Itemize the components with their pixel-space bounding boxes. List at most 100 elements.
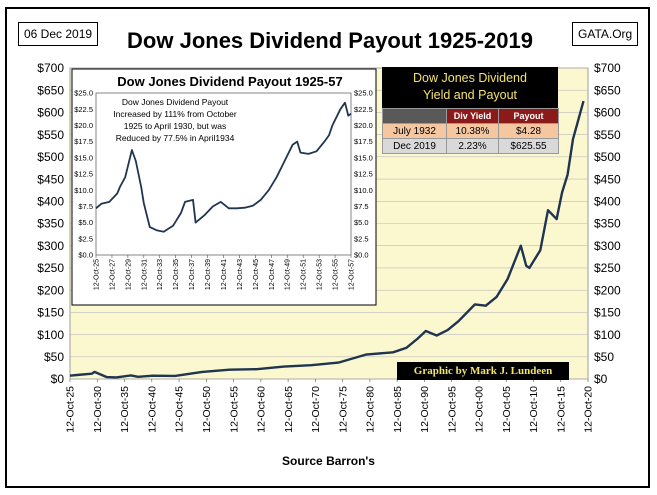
y-tick-label: $22.5 <box>74 105 93 114</box>
x-tick-label: 12-Oct-57 <box>348 259 355 290</box>
y-tick-label: $7.5 <box>78 202 93 211</box>
x-tick-label: 12-Oct-31 <box>141 259 148 290</box>
series-line <box>95 101 352 233</box>
x-tick-label: 12-Oct-85 <box>392 386 404 433</box>
y-tick-label: $17.5 <box>74 137 93 146</box>
x-tick-label: 12-Oct-41 <box>221 259 228 290</box>
x-tick-label: 12-Oct-27 <box>109 259 116 290</box>
y-tick-label: $600 <box>37 106 64 120</box>
summary-table-header-cell <box>382 108 447 124</box>
table-cell: $4.28 <box>498 123 559 139</box>
y-tick-label: $200 <box>594 283 621 297</box>
x-tick-label: 12-Oct-51 <box>301 259 308 290</box>
y-tick-label: $250 <box>594 261 621 275</box>
y-tick-label: $10.0 <box>354 186 373 195</box>
y-tick-label: $250 <box>37 261 64 275</box>
y-tick-label: $22.5 <box>354 105 373 114</box>
y-tick-label: $0 <box>594 372 608 386</box>
date-label: 06 Dec 2019 <box>18 22 99 46</box>
y-tick-label: $550 <box>37 128 64 142</box>
y-tick-label: $12.5 <box>74 170 93 179</box>
x-tick-label: 12-Oct-60 <box>256 386 268 433</box>
x-tick-label: 12-Oct-50 <box>201 386 213 433</box>
y-tick-label: $600 <box>594 106 621 120</box>
x-tick-label: 12-Oct-35 <box>173 259 180 290</box>
summary-table-header-cell: Div Yield <box>446 108 499 124</box>
summary-table-title-line2: Yield and Payout <box>422 88 518 102</box>
x-tick-label: 12-Oct-80 <box>365 386 377 433</box>
main-chart-title: Dow Jones Dividend Payout 1925-2019 <box>127 28 533 53</box>
y-tick-label: $10.0 <box>74 186 93 195</box>
y-tick-label: $700 <box>37 61 64 75</box>
y-tick-label: $7.5 <box>354 202 369 211</box>
y-tick-label: $550 <box>594 128 621 142</box>
y-tick-label: $100 <box>594 328 621 342</box>
summary-table-title: Dow Jones Dividend Yield and Payout <box>382 67 558 108</box>
summary-table-title-line1: Dow Jones Dividend <box>413 71 527 85</box>
y-tick-label: $350 <box>594 217 621 231</box>
summary-table-header-cell: Payout <box>498 108 559 124</box>
y-tick-label: $25.0 <box>74 89 93 98</box>
x-tick-label: 12-Oct-10 <box>528 386 540 433</box>
y-tick-label: $300 <box>594 239 621 253</box>
x-tick-label: 12-Oct-70 <box>310 386 322 433</box>
y-tick-label: $5.0 <box>354 218 369 227</box>
main-y-axis-right: $0 $50 $100 $150 $200 $250 $300 $350 $400 $450 $50… <box>594 61 621 386</box>
y-tick-label: $400 <box>37 194 64 208</box>
inset-x-axis: 12-Oct-25 12-Oct-27 12-Oct-29 12-Oct-31 12-O… <box>93 255 355 290</box>
y-tick-label: $700 <box>594 61 621 75</box>
inset-annotation: Dow Jones Dividend Payout Increased by 1… <box>113 97 237 143</box>
y-tick-label: $650 <box>594 83 621 97</box>
y-tick-label: $2.5 <box>354 234 369 243</box>
x-tick-label: 12-Oct-43 <box>237 259 244 290</box>
table-cell: Dec 2019 <box>382 138 447 154</box>
y-tick-label: $0 <box>51 372 65 386</box>
x-tick-label: 12-Oct-20 <box>583 386 595 433</box>
y-tick-label: $200 <box>37 283 64 297</box>
x-tick-label: 12-Oct-29 <box>125 259 132 290</box>
x-tick-label: 12-Oct-25 <box>93 259 100 290</box>
y-tick-label: $100 <box>37 328 64 342</box>
y-tick-label: $50 <box>44 350 64 364</box>
source-site-label: GATA.Org <box>572 22 639 46</box>
x-tick-label: 12-Oct-65 <box>283 386 295 433</box>
y-tick-label: $2.5 <box>78 234 93 243</box>
x-tick-label: 12-Oct-40 <box>146 386 158 433</box>
x-tick-label: 12-Oct-30 <box>92 386 104 433</box>
y-tick-label: $400 <box>594 194 621 208</box>
x-tick-label: 12-Oct-05 <box>501 386 513 433</box>
y-tick-label: $350 <box>37 217 64 231</box>
table-row: July 1932 10.38% $4.28 <box>382 123 559 139</box>
x-tick-label: 12-Oct-75 <box>337 386 349 433</box>
summary-table: Dow Jones Dividend Yield and Payout Div … <box>382 67 559 154</box>
x-tick-label: 12-Oct-49 <box>285 259 292 290</box>
table-cell: $625.55 <box>498 138 559 154</box>
y-tick-label: $50 <box>594 350 614 364</box>
y-tick-label: $15.0 <box>354 153 373 162</box>
inset-series <box>95 101 352 233</box>
inset-y-axis-left: $0.0 $2.5 $5.0 $7.5 $10.0 $12.5 $15.0 $17.5 $20.… <box>74 89 93 260</box>
main-y-axis-left: $0 $50 $100 $150 $200 $250 $300 $350 $400 $450 $50… <box>37 61 64 386</box>
x-tick-label: 12-Oct-00 <box>474 386 486 433</box>
y-tick-label: $650 <box>37 83 64 97</box>
x-tick-label: 12-Oct-33 <box>157 259 164 290</box>
x-tick-label: 12-Oct-90 <box>419 386 431 433</box>
x-tick-label: 12-Oct-25 <box>65 386 77 433</box>
x-tick-label: 12-Oct-47 <box>269 259 276 290</box>
inset-y-axis-right: $0.0 $2.5 $5.0 $7.5 $10.0 $12.5 $15.0 $17.5 $20.… <box>354 89 373 260</box>
y-tick-label: $500 <box>594 150 621 164</box>
summary-table-grid: Div Yield Payout July 1932 10.38% $4.28 … <box>382 108 559 154</box>
x-tick-label: 12-Oct-35 <box>119 386 131 433</box>
main-x-axis: 12-Oct-25 12-Oct-30 12-Oct-35 12-Oct-40 12-O… <box>65 379 595 433</box>
y-tick-label: $20.0 <box>74 121 93 130</box>
x-tick-label: 12-Oct-45 <box>174 386 186 433</box>
table-cell: 2.23% <box>446 138 499 154</box>
x-tick-label: 12-Oct-45 <box>253 259 260 290</box>
x-tick-label: 12-Oct-15 <box>555 386 567 433</box>
x-tick-label: 12-Oct-37 <box>189 259 196 290</box>
y-tick-label: $150 <box>37 306 64 320</box>
y-tick-label: $20.0 <box>354 121 373 130</box>
y-tick-label: $5.0 <box>78 218 93 227</box>
y-tick-label: $300 <box>37 239 64 253</box>
